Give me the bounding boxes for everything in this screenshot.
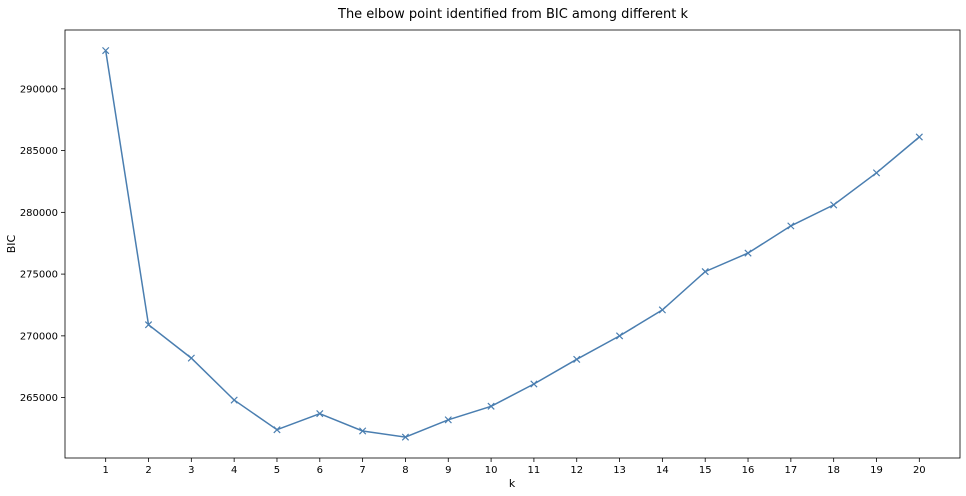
data-point-marker bbox=[401, 433, 410, 441]
chart-title: The elbow point identified from BIC amon… bbox=[337, 7, 688, 22]
data-point-marker bbox=[144, 321, 153, 329]
x-tick-label: 7 bbox=[359, 465, 365, 476]
x-tick-label: 18 bbox=[827, 465, 840, 476]
x-axis-label: k bbox=[509, 477, 516, 490]
x-tick-label: 3 bbox=[188, 465, 194, 476]
bic-series-line bbox=[104, 50, 920, 438]
y-tick-label: 280000 bbox=[20, 208, 58, 219]
x-tick-label: 20 bbox=[913, 465, 926, 476]
y-axis-label: BIC bbox=[5, 234, 18, 253]
data-point-marker bbox=[230, 396, 238, 404]
data-point-marker bbox=[316, 410, 324, 418]
data-point-marker bbox=[444, 416, 452, 424]
bic-series-markers bbox=[102, 46, 923, 441]
data-point-marker bbox=[787, 222, 795, 230]
x-tick-label: 17 bbox=[784, 465, 797, 476]
data-point-marker bbox=[658, 306, 667, 314]
x-tick-label: 4 bbox=[231, 465, 237, 476]
data-point-marker bbox=[273, 426, 281, 434]
data-point-marker bbox=[187, 354, 195, 362]
data-point-marker bbox=[915, 133, 923, 141]
x-tick-label: 12 bbox=[570, 465, 583, 476]
y-tick-label: 290000 bbox=[20, 84, 58, 95]
x-tick-label: 10 bbox=[485, 465, 498, 476]
plot-area bbox=[64, 29, 961, 459]
data-point-marker bbox=[872, 169, 881, 177]
x-tick-label: 13 bbox=[613, 465, 626, 476]
x-tick-label: 8 bbox=[402, 465, 408, 476]
y-tick-label: 285000 bbox=[20, 146, 58, 157]
x-tick-label: 11 bbox=[528, 465, 541, 476]
data-point-marker bbox=[744, 249, 752, 257]
data-point-marker bbox=[830, 201, 838, 209]
x-tick-label: 6 bbox=[317, 465, 323, 476]
data-point-marker bbox=[487, 402, 495, 410]
y-axis: 265000 270000 275000 280000 285000 290000 bbox=[20, 84, 65, 404]
data-point-marker bbox=[358, 427, 367, 435]
x-tick-label: 15 bbox=[699, 465, 712, 476]
y-tick-label: 270000 bbox=[20, 331, 58, 342]
x-tick-label: 9 bbox=[445, 465, 451, 476]
data-point-marker bbox=[573, 355, 581, 363]
x-tick-label: 1 bbox=[102, 465, 108, 476]
x-tick-label: 2 bbox=[145, 465, 151, 476]
data-point-marker bbox=[102, 46, 110, 55]
x-tick-label: 5 bbox=[274, 465, 280, 476]
data-point-marker bbox=[615, 332, 624, 340]
data-point-marker bbox=[701, 268, 709, 276]
x-axis: 1 2 3 4 5 6 7 8 9 10 11 12 13 14 15 16 17 18 19 20 bbox=[102, 458, 926, 476]
y-tick-label: 275000 bbox=[20, 270, 58, 281]
x-tick-label: 19 bbox=[870, 465, 883, 476]
x-tick-label: 14 bbox=[656, 465, 669, 476]
y-tick-label: 265000 bbox=[20, 393, 58, 404]
data-point-marker bbox=[530, 380, 538, 388]
x-tick-label: 16 bbox=[742, 465, 755, 476]
